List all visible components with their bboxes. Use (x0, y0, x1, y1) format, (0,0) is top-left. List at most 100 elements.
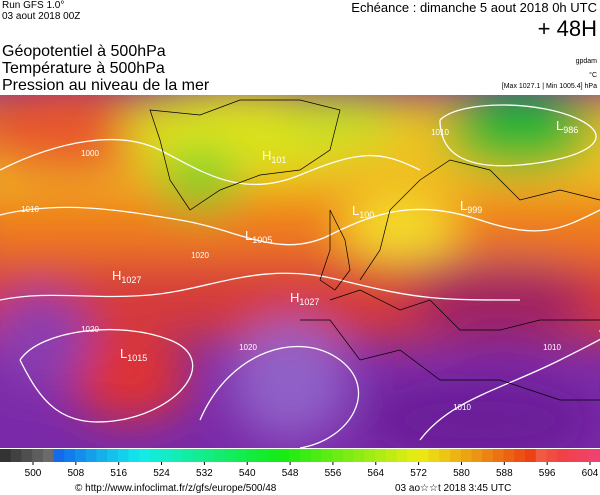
center-kind: H (112, 268, 121, 283)
center-kind: L (556, 118, 563, 133)
colorbar-label: 588 (496, 468, 513, 479)
colorbar-label: 556 (325, 468, 342, 479)
colorbar-cell (128, 449, 140, 462)
center-value: 1015 (127, 353, 147, 363)
colorbar-cell (407, 449, 419, 462)
colorbar-label: 532 (196, 468, 213, 479)
isobar-label: 1010 (21, 205, 39, 214)
center-kind: L (120, 346, 127, 361)
lead-time: + 48H (537, 16, 597, 41)
colorbar-cell (567, 449, 580, 462)
colorbar-cell (53, 449, 65, 462)
colorbar-cell (257, 449, 269, 462)
colorbar-cell (557, 449, 569, 462)
colorbar-cell (139, 449, 151, 462)
colorbar-label: 572 (410, 468, 427, 479)
colorbar-label: 540 (239, 468, 256, 479)
center-value: 1027 (121, 275, 141, 285)
isobar-label: 1020 (191, 251, 209, 260)
colorbar-cell (225, 449, 237, 462)
pressure-center: H1027 (290, 290, 319, 307)
footer-source: © http://www.infoclimat.fr/z/gfs/europe/… (75, 483, 277, 494)
colorbar-cell (64, 449, 76, 462)
colorbar-label: 548 (282, 468, 299, 479)
forecast: Echéance : dimanche 5 aout 2018 0h UTC (351, 0, 597, 15)
colorbar-cell (428, 449, 440, 462)
center-value: 999 (467, 205, 482, 215)
colorbar-cell (482, 449, 494, 462)
colorbar-cell (107, 449, 119, 462)
center-value: 986 (563, 125, 578, 135)
colorbar-cell (75, 449, 87, 462)
colorbar-cell (214, 449, 226, 462)
center-value: 100 (359, 210, 374, 220)
colorbar-label: 508 (68, 468, 85, 479)
colorbar-cell (353, 449, 365, 462)
colorbar-cell (32, 449, 44, 462)
colorbar-cell (96, 449, 108, 462)
pressure-center: L100 (352, 203, 374, 220)
colorbar-label: 500 (25, 468, 42, 479)
colorbar-cell (514, 449, 526, 462)
colorbar-cell (364, 449, 376, 462)
colorbar-cell (203, 449, 215, 462)
center-kind: L (245, 228, 252, 243)
colorbar-cell (471, 449, 483, 462)
colorbar-cell (535, 449, 547, 462)
center-kind: L (352, 203, 359, 218)
colorbar-label: 596 (539, 468, 556, 479)
colorbar-cell (503, 449, 515, 462)
colorbar-cell (246, 449, 258, 462)
pressure-center: H101 (262, 148, 286, 165)
colorbar-cell (525, 449, 537, 462)
temperature-field (0, 95, 600, 448)
colorbar-label: 516 (110, 468, 127, 479)
colorbar-cell (289, 449, 301, 462)
colorbar-cell (396, 449, 408, 462)
colorbar-cell (578, 449, 590, 462)
isobar-label: 1010 (431, 128, 449, 137)
center-value: 1027 (299, 297, 319, 307)
colorbar-cell (171, 449, 183, 462)
colorbar-cell (589, 449, 600, 462)
colorbar-cell (182, 449, 194, 462)
extremes: [Max 1027.1 | Min 1005.4] hPa (501, 83, 597, 90)
isobar-label: 1010 (453, 403, 471, 412)
colorbar-cell (439, 449, 451, 462)
colorbar-cell (332, 449, 344, 462)
footer-time: 03 ao☆☆t 2018 3:45 UTC (395, 483, 511, 494)
colorbar-cell (492, 449, 505, 462)
center-kind: L (460, 198, 467, 213)
colorbar-cell (235, 449, 247, 462)
pressure-center: H1027 (112, 268, 141, 285)
colorbar-cell (0, 449, 12, 462)
isobar-label: 1020 (239, 343, 257, 352)
isobar-label: 1010 (543, 343, 561, 352)
colorbar-cell (192, 449, 205, 462)
unit: °C (589, 72, 597, 79)
colorbar-cell (546, 449, 558, 462)
run-date: 03 aout 2018 00Z (2, 11, 81, 22)
pressure-center: L986 (556, 118, 578, 135)
colorbar-cell (85, 449, 97, 462)
colorbar-label: 564 (367, 468, 384, 479)
colorbar-cell (375, 449, 387, 462)
colorbar-cell (42, 449, 55, 462)
colorbar-cell (417, 449, 430, 462)
layer: Température à 500hPa (2, 60, 165, 77)
colorbar-label: 580 (453, 468, 470, 479)
run: Run GFS 1.0° (2, 0, 65, 11)
colorbar-cell (321, 449, 333, 462)
unit: gpdam (575, 58, 597, 65)
center-value: 101 (271, 155, 286, 165)
colorbar-cell (160, 449, 172, 462)
colorbar-cell (300, 449, 312, 462)
colorbar-label: 524 (153, 468, 170, 479)
colorbar-cell (460, 449, 472, 462)
colorbar-cell (117, 449, 130, 462)
pressure-center: L1015 (120, 346, 147, 363)
colorbar-cell (278, 449, 290, 462)
colorbar-cell (385, 449, 397, 462)
